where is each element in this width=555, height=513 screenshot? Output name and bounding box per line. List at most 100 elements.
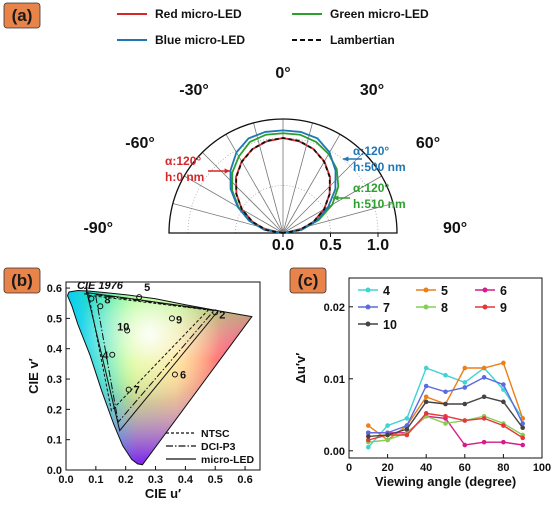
gamut-dci-p3 xyxy=(94,294,215,424)
polar-series-lambertian xyxy=(235,137,331,234)
legend-marker-8 xyxy=(423,304,429,310)
panel-b-cie-chart: (b) 0.0 0.1 0.2 0.3 0.4 0.5 0.6 0.0 0.1 0.2 0.3 0.4… xyxy=(3,267,261,501)
series-point-7 xyxy=(481,375,487,380)
panel-c-series xyxy=(366,360,525,450)
legend-label: Blue micro-LED xyxy=(155,33,245,47)
cie-point-label: 7 xyxy=(134,385,140,397)
annotation-blue-arrow-head xyxy=(343,156,349,162)
angle-label: -90° xyxy=(83,220,113,237)
annotation-green-h: h:510 nm xyxy=(353,197,406,211)
series-point-8 xyxy=(385,437,390,443)
cie-point-4 xyxy=(109,351,116,358)
series-point-10 xyxy=(520,425,525,431)
series-point-9 xyxy=(404,432,410,438)
angle-label: -30° xyxy=(179,82,209,99)
annotation-blue-alpha: α:120° xyxy=(353,144,389,158)
gamut-ntsc xyxy=(88,294,210,412)
legend-marker-4 xyxy=(365,287,371,293)
x-axis-label: Viewing angle (degree) xyxy=(375,474,516,489)
x-tick-label: 80 xyxy=(497,462,509,474)
cie-point-label: 10 xyxy=(117,322,129,334)
panel-a-badge: (a) xyxy=(3,2,41,29)
polar-spoke xyxy=(282,134,341,234)
series-point-7 xyxy=(366,430,371,436)
series-point-6 xyxy=(481,439,487,445)
panel-a-polar-chart: (a) Red micro-LED Green micro-LED Blue mic… xyxy=(3,2,467,254)
annotation-red-alpha: α:120° xyxy=(165,154,201,168)
series-point-10 xyxy=(462,401,468,407)
legend-label: 7 xyxy=(383,301,390,315)
polar-spoke xyxy=(184,175,284,234)
y-tick-label: 0.6 xyxy=(47,283,62,295)
cie-point-label: 1 xyxy=(83,286,89,298)
x-tick-label: 0.3 xyxy=(148,474,163,486)
polar-spoke xyxy=(282,152,364,234)
annotation-green-alpha: α:120° xyxy=(353,181,389,195)
gamut-micro-led xyxy=(86,292,220,432)
panel-c-frame xyxy=(348,277,543,459)
y-axis-label: CIE v′ xyxy=(26,358,41,394)
x-tick-label: 0.5 xyxy=(208,474,223,486)
panel-c-axes: 0 20 40 60 80 100 0.00 0.01 0.02 Viewing angle (d… xyxy=(293,277,551,489)
series-point-4 xyxy=(404,416,410,421)
series-point-9 xyxy=(443,413,448,419)
series-point-4 xyxy=(423,365,429,371)
cie-points: 1 2 4 5 6 7 8 9 10 xyxy=(83,282,225,396)
y-tick-label: 0.1 xyxy=(47,435,62,447)
legend-label: 8 xyxy=(441,301,448,315)
radial-tick-label: 0.0 xyxy=(272,237,294,254)
polar-grid-circle xyxy=(235,185,331,234)
cie-point-label: 9 xyxy=(176,314,182,326)
series-point-10 xyxy=(423,399,429,405)
legend-label: 9 xyxy=(500,301,507,315)
legend-label: 4 xyxy=(383,284,390,298)
series-point-4 xyxy=(462,380,468,385)
x-tick-label: 0.6 xyxy=(237,474,252,486)
panel-b-badge: (b) xyxy=(3,267,41,294)
legend-label: NTSC xyxy=(201,428,230,440)
y-tick-label: 0.2 xyxy=(47,404,62,416)
series-point-5 xyxy=(366,423,371,428)
x-axis-label: CIE u′ xyxy=(145,486,181,501)
x-tick-label: 0.0 xyxy=(58,474,73,486)
polar-labels: 0° 30° 60° 90° -30° -60° -90° xyxy=(83,65,467,237)
legend-label: Red micro-LED xyxy=(155,7,242,21)
x-tick-label: 20 xyxy=(381,462,393,474)
x-tick-label: 40 xyxy=(420,462,432,474)
panel-a-label: (a) xyxy=(12,6,33,25)
cie-point-label: 5 xyxy=(144,282,150,294)
series-point-7 xyxy=(462,385,468,390)
cie-point-label: 2 xyxy=(219,309,225,321)
cie-locus-outline xyxy=(66,289,253,466)
series-point-5 xyxy=(481,365,487,371)
series-point-6 xyxy=(520,442,525,448)
series-point-8 xyxy=(443,421,448,426)
series-point-7 xyxy=(520,421,525,426)
cie-point-9 xyxy=(168,315,175,322)
legend-marker-5 xyxy=(423,287,429,293)
legend-label: DCI-P3 xyxy=(201,441,236,453)
polar-spoke xyxy=(282,122,313,234)
cie-point-label: 6 xyxy=(180,369,186,381)
cie-title: CIE 1976 xyxy=(77,280,124,292)
polar-spoke xyxy=(202,152,284,234)
cie-point-5 xyxy=(136,294,143,301)
legend-label: Green micro-LED xyxy=(330,7,429,21)
series-point-9 xyxy=(462,418,468,423)
annotation-red-arrow-head xyxy=(224,168,230,174)
series-point-10 xyxy=(385,432,390,438)
polar-series xyxy=(229,129,340,234)
legend-marker-10 xyxy=(365,321,371,327)
series-point-9 xyxy=(423,411,429,416)
x-tick-label: 0.2 xyxy=(118,474,133,486)
series-point-10 xyxy=(443,401,448,407)
series-point-10 xyxy=(404,426,410,432)
legend-label: Lambertian xyxy=(330,33,395,47)
panel-a-legend: Red micro-LED Green micro-LED Blue micro-L… xyxy=(117,7,429,47)
y-tick-label: 0.01 xyxy=(324,374,345,386)
angle-label: 30° xyxy=(360,82,384,99)
series-point-5 xyxy=(501,360,506,366)
y-tick-label: 0.02 xyxy=(324,302,345,314)
